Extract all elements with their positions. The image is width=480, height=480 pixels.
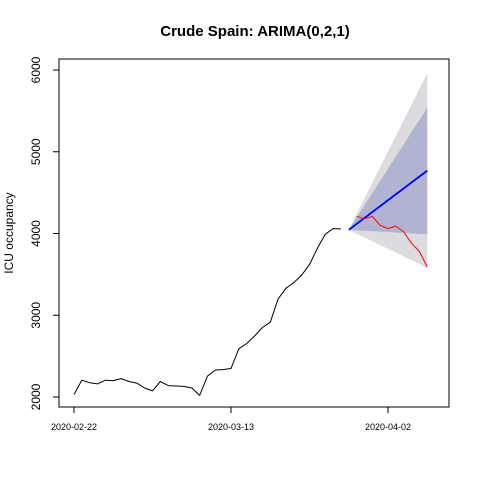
- x-tick-label: 2020-04-02: [365, 422, 411, 432]
- chart-title: Crude Spain: ARIMA(0,2,1): [160, 23, 349, 40]
- x-tick-label: 2020-03-13: [208, 422, 254, 432]
- x-axis: 2020-02-22 2020-03-13 2020-04-02: [51, 406, 411, 432]
- series-line-actual: [356, 215, 428, 268]
- y-tick-label: 5000: [29, 138, 43, 165]
- series-line-observed: [73, 228, 341, 396]
- series-line-forecast: [348, 169, 428, 231]
- prediction-intervals: [348, 73, 428, 268]
- y-axis-label: ICU occupancy: [2, 192, 16, 273]
- y-tick-label: 6000: [29, 56, 43, 83]
- y-tick-label: 4000: [29, 220, 43, 247]
- y-tick-label: 3000: [29, 302, 43, 329]
- y-tick-label: 2000: [29, 383, 43, 410]
- x-tick-label: 2020-02-22: [51, 422, 97, 432]
- series-lines: [73, 169, 428, 396]
- interval-band-80: [348, 107, 428, 235]
- y-axis: 2000 3000 4000 5000 6000: [29, 56, 60, 410]
